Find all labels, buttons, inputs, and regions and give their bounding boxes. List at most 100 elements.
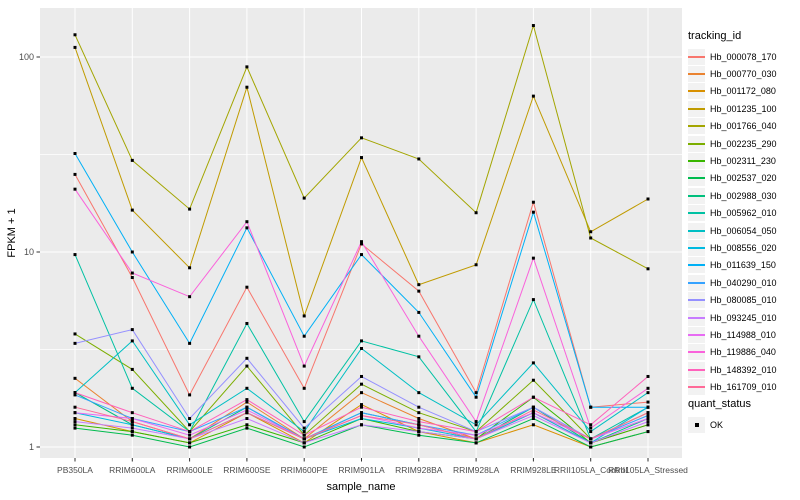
- data-point: [188, 341, 192, 345]
- data-point: [646, 400, 650, 404]
- data-point: [360, 391, 363, 395]
- data-point: [531, 298, 535, 302]
- data-point: [188, 437, 192, 441]
- legend-entry: Hb_161709_010: [688, 378, 800, 396]
- legend-entry-label: OK: [710, 419, 724, 430]
- data-point: [188, 423, 192, 427]
- series-color-swatch: [688, 292, 705, 309]
- legend-entry: Hb_006054_050: [688, 222, 800, 239]
- data-point: [130, 275, 134, 279]
- data-point: [130, 420, 134, 424]
- series-color-swatch: [688, 118, 705, 135]
- data-point: [188, 393, 192, 397]
- legend-entry-label: Hb_161709_010: [710, 382, 777, 393]
- series-line-icon: [688, 73, 705, 76]
- legend-entry: Hb_001172_080: [688, 83, 800, 100]
- series-line-icon: [688, 333, 705, 336]
- legend-entry-label: Hb_011639_150: [710, 260, 776, 271]
- series-line-icon: [688, 194, 705, 197]
- series-line-icon: [688, 107, 705, 110]
- data-point: [245, 408, 249, 412]
- data-point: [73, 33, 77, 37]
- data-point: [302, 386, 306, 390]
- x-tick-label: RRII105LA_Stressed: [608, 465, 688, 475]
- data-point: [531, 395, 535, 399]
- data-point: [188, 266, 192, 270]
- legend-entry-label: Hb_002235_290: [710, 138, 777, 149]
- data-point: [646, 386, 650, 390]
- data-point: [130, 386, 134, 390]
- series-color-swatch: [688, 361, 705, 378]
- series-line-icon: [688, 125, 705, 128]
- x-tick-label: RRIM928LA: [453, 465, 500, 475]
- data-point: [245, 426, 249, 430]
- legend-items: Hb_000078_170 Hb_000770_030 Hb_001172_080 H…: [688, 48, 800, 396]
- data-point: [531, 405, 535, 409]
- legend-entry-ok: OK: [688, 416, 800, 433]
- data-point: [360, 339, 363, 343]
- data-point: [360, 253, 363, 257]
- data-point: [130, 250, 134, 254]
- data-point: [417, 423, 421, 427]
- y-tick-label: 100: [19, 52, 34, 62]
- legend-entry-label: Hb_001172_080: [710, 86, 776, 97]
- data-point: [73, 172, 77, 176]
- data-point: [474, 430, 478, 434]
- data-point: [474, 211, 478, 215]
- data-point: [474, 423, 478, 427]
- data-point: [531, 200, 535, 204]
- series-line-icon: [688, 160, 705, 163]
- data-point: [417, 283, 421, 287]
- data-point: [302, 196, 306, 200]
- y-tick-label: 10: [24, 247, 34, 257]
- data-point: [531, 378, 535, 382]
- data-point: [130, 367, 134, 371]
- data-point: [188, 207, 192, 211]
- data-point: [245, 285, 249, 289]
- data-point: [73, 426, 77, 430]
- series-color-swatch: [688, 205, 705, 222]
- data-point: [360, 417, 363, 421]
- series-line-icon: [688, 316, 705, 319]
- data-point: [245, 405, 249, 409]
- series-color-swatch: [688, 239, 705, 256]
- series-color-swatch: [688, 222, 705, 239]
- data-point: [73, 420, 77, 424]
- data-point: [360, 423, 363, 427]
- series-color-swatch: [688, 274, 705, 291]
- y-tick-label: 1: [29, 442, 34, 452]
- data-point: [417, 310, 421, 314]
- data-point: [474, 395, 478, 399]
- data-point: [245, 85, 249, 89]
- data-point: [73, 391, 77, 395]
- data-point: [360, 242, 363, 246]
- data-point: [188, 441, 192, 445]
- legend-entry: Hb_011639_150: [688, 257, 800, 274]
- data-point: [73, 45, 77, 49]
- data-point: [245, 386, 249, 390]
- legend-entry: Hb_005962_010: [688, 205, 800, 222]
- data-point: [73, 423, 77, 427]
- legend-tracking-id: tracking_id Hb_000078_170 Hb_000770_030 Hb…: [688, 30, 800, 396]
- data-point: [245, 321, 249, 325]
- data-point: [474, 437, 478, 441]
- data-point: [130, 423, 134, 427]
- legend-entry: Hb_119886_040: [688, 344, 800, 361]
- data-point: [130, 271, 134, 275]
- data-point: [245, 417, 249, 421]
- data-point: [130, 158, 134, 162]
- legend-entry-label: Hb_119886_040: [710, 347, 776, 358]
- data-point: [531, 94, 535, 98]
- data-point: [417, 334, 421, 338]
- legend-entry: Hb_002311_230: [688, 152, 800, 170]
- data-point: [589, 437, 593, 441]
- legend-entry-label: Hb_093245_010: [710, 312, 777, 323]
- legend-entry: Hb_093245_010: [688, 309, 800, 326]
- data-point: [245, 423, 249, 427]
- legend-entry: Hb_040290_010: [688, 274, 800, 291]
- data-point: [646, 267, 650, 271]
- series-line-icon: [688, 90, 705, 93]
- series-color-swatch: [688, 187, 705, 204]
- x-tick-label: RRIM600LA: [109, 465, 156, 475]
